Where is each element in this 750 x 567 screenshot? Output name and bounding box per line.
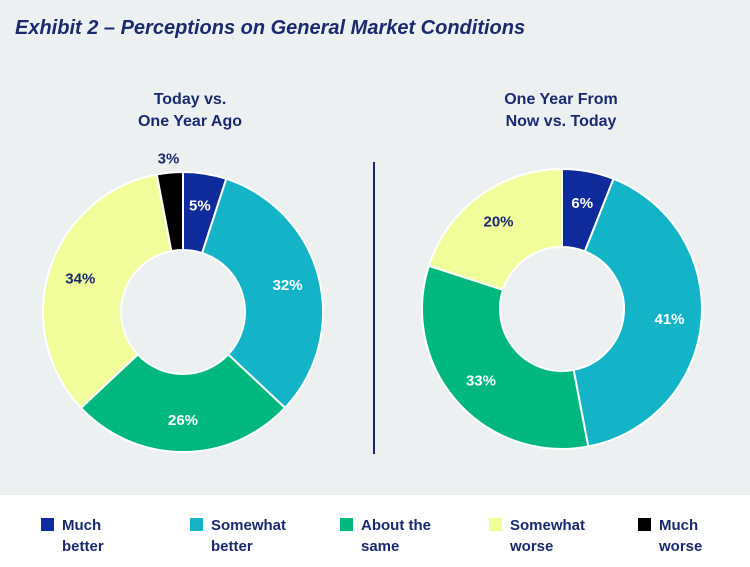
legend-label-line: Somewhat xyxy=(510,517,586,534)
donut-slice-somewhat-worse xyxy=(42,173,173,410)
legend-label-line: worse xyxy=(659,538,703,555)
legend-label-line: worse xyxy=(510,538,554,555)
legend-swatch xyxy=(41,518,54,531)
legend-label: Much worse xyxy=(659,515,750,557)
legend-swatch xyxy=(340,518,353,531)
donut-chart-future: 6% 41% 33% 20% xyxy=(421,167,703,450)
legend-label-line: About the xyxy=(361,517,431,534)
data-label-somewhat-worse: 20% xyxy=(484,214,514,231)
donut-slice-much-worse xyxy=(155,170,184,253)
donut-slice-about-the-same xyxy=(79,353,287,454)
legend-label-line: Somewhat xyxy=(211,517,287,534)
data-label-about-the-same: 26% xyxy=(168,412,198,429)
legend-swatch xyxy=(638,518,651,531)
data-label-somewhat-better: 32% xyxy=(273,277,303,294)
legend-label-line: better xyxy=(211,538,253,555)
chart-title-line: One Year From xyxy=(504,91,618,108)
donut-slice-somewhat-worse xyxy=(427,167,563,292)
legend-swatch xyxy=(190,518,203,531)
data-label-somewhat-worse: 34% xyxy=(65,271,95,288)
donut-slice-about-the-same xyxy=(421,264,590,450)
data-label-somewhat-better: 41% xyxy=(655,311,685,328)
legend: Much better Somewhat better About the sa… xyxy=(0,495,750,567)
chart-title-today: Today vs. One Year Ago xyxy=(70,89,310,133)
legend-swatch xyxy=(489,518,502,531)
legend-label: Somewhat better xyxy=(211,515,329,557)
chart-divider xyxy=(373,162,375,454)
legend-label-line: same xyxy=(361,538,400,555)
donut-slice-somewhat-better xyxy=(200,177,324,410)
legend-label: About the same xyxy=(361,515,479,557)
data-label-much-worse: 3% xyxy=(158,151,180,168)
legend-label-line: Much xyxy=(659,517,699,534)
legend-label: Somewhat worse xyxy=(510,515,628,557)
data-label-much-better: 6% xyxy=(571,195,593,212)
exhibit-title: Exhibit 2 – Perceptions on General Marke… xyxy=(15,17,526,39)
legend-label-line: better xyxy=(62,538,104,555)
data-label-much-better: 5% xyxy=(189,197,211,214)
chart-title-line: Now vs. Today xyxy=(505,113,617,130)
chart-title-future: One Year From Now vs. Today xyxy=(441,89,681,133)
donut-slice-somewhat-better xyxy=(572,177,703,448)
legend-label: Much better xyxy=(62,515,180,557)
chart-title-line: One Year Ago xyxy=(137,113,243,130)
chart-title-line: Today vs. xyxy=(153,91,227,108)
legend-label-line: Much xyxy=(62,517,102,534)
donut-chart-today: 5% 32% 26% 34% 3% xyxy=(42,151,324,454)
data-label-about-the-same: 33% xyxy=(466,372,496,389)
